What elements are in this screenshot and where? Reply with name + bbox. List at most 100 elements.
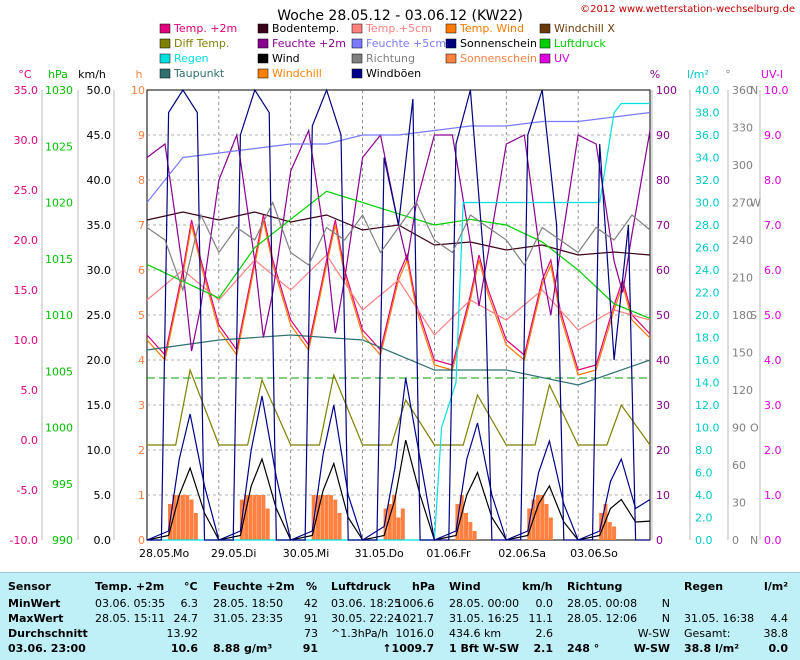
axis-tick-rain: 8.0 xyxy=(695,444,713,457)
axis-tick-uv: 5.0 xyxy=(764,309,782,322)
summary-cell-temp_val: 10.6 xyxy=(170,642,198,655)
header-sensor: Sensor xyxy=(8,580,51,593)
header-temp-unit: °C xyxy=(184,580,198,593)
sunshine-bar xyxy=(607,522,612,540)
sunshine-bar xyxy=(464,513,469,540)
axis-tick-pressure: 1030 xyxy=(45,84,73,97)
sunshine-bar xyxy=(193,513,198,540)
axis-unit-pressure: hPa xyxy=(48,68,68,81)
summary-cell-dir_val: N xyxy=(661,612,670,625)
summary-cell-temp_time: 28.05. 15:11 xyxy=(95,612,166,625)
sunshine-bar xyxy=(472,531,477,540)
axis-tick-sun: 0 xyxy=(138,534,145,547)
legend-swatch xyxy=(351,38,363,49)
axis-tick-humidity: 100 xyxy=(656,84,677,97)
sunshine-bar xyxy=(172,495,177,540)
axis-tick-direction: 0 xyxy=(732,534,739,547)
header-temp: Temp. +2m xyxy=(95,580,165,593)
legend-label: Sonnenschein xyxy=(460,37,537,50)
series-line xyxy=(146,334,651,386)
axis-tick-rain: 40.0 xyxy=(695,84,720,97)
legend-label: Wind xyxy=(272,52,300,65)
axis-unit-sun: h xyxy=(136,68,143,81)
axis-tick-uv: 8.0 xyxy=(764,174,782,187)
axis-tick-direction: 270 xyxy=(732,197,753,210)
sunshine-bar xyxy=(383,508,388,540)
axis-tick-wind: 45.0 xyxy=(87,129,112,142)
sunshine-bar xyxy=(396,517,401,540)
legend-label: Windchill X xyxy=(554,22,615,35)
sunshine-bar xyxy=(185,495,190,540)
axis-tick-humidity: 20 xyxy=(656,444,670,457)
sunshine-bar xyxy=(468,522,473,540)
series-line xyxy=(146,214,651,371)
axis-tick-pressure: 1000 xyxy=(45,422,73,435)
axis-tick-temp: 5.0 xyxy=(21,384,39,397)
legend-label: Richtung xyxy=(366,52,415,65)
summary-cell-rain_time: Gesamt: xyxy=(684,627,731,640)
sunshine-bar xyxy=(333,499,338,540)
summary-cell-dir_time: 248 ° xyxy=(567,642,600,655)
legend-label: Regen xyxy=(174,52,209,65)
summary-cell-wind_val: 11.1 xyxy=(528,612,554,625)
sunshine-bar xyxy=(328,495,333,540)
axis-tick-direction: 360 xyxy=(732,84,753,97)
axis-tick-rain: 10.0 xyxy=(695,422,720,435)
series-line xyxy=(147,102,650,541)
header-wind: Wind xyxy=(449,580,481,593)
summary-cell-dir_time: 28.05. 12:06 xyxy=(567,612,638,625)
legend-swatch xyxy=(445,53,457,64)
sunshine-bar xyxy=(180,495,185,540)
series-line xyxy=(146,128,651,352)
legend-label: Feuchte +2m xyxy=(272,37,346,50)
legend-swatch xyxy=(159,68,171,79)
axis-tick-wind: 20.0 xyxy=(87,354,112,367)
axis-tick-direction: 300 xyxy=(732,159,753,172)
axis-tick-wind: 10.0 xyxy=(87,444,112,457)
series-line xyxy=(146,439,651,541)
sunshine-bar xyxy=(320,495,325,540)
axis-tick-rain: 0.0 xyxy=(695,534,713,547)
axis-tick-uv: 0.0 xyxy=(764,534,782,547)
axis-tick-direction: 210 xyxy=(732,272,753,285)
axis-tick-wind: 40.0 xyxy=(87,174,112,187)
sunshine-bar xyxy=(324,495,329,540)
legend-swatch xyxy=(351,68,363,79)
summary-cell-label: Durchschnitt xyxy=(8,627,88,640)
x-tick-label: 31.05. xyxy=(355,547,390,560)
summary-cell-hum_time: 31.05. 23:35 xyxy=(213,612,284,625)
compass-label: N xyxy=(750,534,758,547)
summary-cell-hum_time: 28.05. 18:50 xyxy=(213,597,284,610)
sunshine-bar xyxy=(400,508,405,540)
legend-label: Feuchte +5cm xyxy=(366,37,446,50)
legend-swatch xyxy=(351,53,363,64)
axis-tick-temp: 20.0 xyxy=(14,234,39,247)
sunshine-bar xyxy=(459,495,464,540)
legend-swatch xyxy=(445,38,457,49)
legend-label: Windböen xyxy=(366,67,421,80)
series-line xyxy=(146,111,651,203)
axis-tick-uv: 1.0 xyxy=(764,489,782,502)
axis-tick-rain: 20.0 xyxy=(695,309,720,322)
summary-cell-dir_time: 28.05. 00:08 xyxy=(567,597,638,610)
axis-tick-humidity: 80 xyxy=(656,174,670,187)
axis-tick-humidity: 50 xyxy=(656,309,670,322)
summary-cell-wind_val: 0.0 xyxy=(535,597,554,610)
series-line xyxy=(146,219,651,376)
axis-tick-direction: 150 xyxy=(732,347,753,360)
series-line xyxy=(146,200,651,293)
summary-cell-press_val: 1021.7 xyxy=(395,612,435,625)
sunshine-bar xyxy=(535,495,540,540)
axis-tick-sun: 8 xyxy=(138,174,145,187)
axis-tick-sun: 2 xyxy=(138,444,145,457)
legend-label: Windchill xyxy=(272,67,322,80)
summary-cell-dir_val: W-SW xyxy=(633,642,670,655)
legend-label: Temp.+5cm xyxy=(365,22,432,35)
header-humidity: Feuchte +2m xyxy=(213,580,295,593)
summary-cell-temp_val: 13.92 xyxy=(166,627,199,640)
legend-label: Bodentemp. xyxy=(272,22,339,35)
axis-tick-pressure: 1010 xyxy=(45,309,73,322)
axis-tick-uv: 6.0 xyxy=(764,264,782,277)
legend-swatch xyxy=(539,23,551,34)
series-line xyxy=(147,88,650,541)
